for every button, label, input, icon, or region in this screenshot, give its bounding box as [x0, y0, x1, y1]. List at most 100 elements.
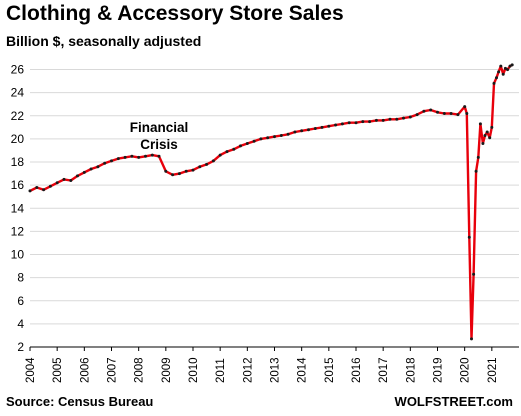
data-point	[313, 127, 317, 130]
data-point	[501, 72, 505, 76]
x-tick-label-2015: 2015	[324, 357, 336, 383]
data-point	[488, 136, 492, 140]
x-tick-label-2011: 2011	[215, 358, 227, 383]
y-tick-label-24: 24	[11, 86, 25, 100]
data-point	[402, 116, 405, 120]
data-point	[327, 124, 331, 128]
data-point	[69, 179, 73, 182]
data-point	[470, 337, 473, 341]
data-point	[374, 118, 378, 122]
data-point	[422, 109, 426, 113]
data-point	[506, 68, 510, 72]
y-tick-label-18: 18	[11, 155, 25, 169]
data-point	[381, 118, 385, 122]
x-tick-label-2005: 2005	[52, 357, 64, 383]
series-sales	[28, 63, 514, 341]
data-point	[388, 117, 392, 121]
data-point	[144, 154, 147, 158]
x-tick-label-2004: 2004	[25, 357, 37, 383]
data-point	[497, 70, 501, 74]
data-point	[320, 125, 324, 129]
x-tick-label-2014: 2014	[297, 357, 309, 383]
data-point	[463, 105, 467, 109]
y-tick-label-10: 10	[11, 248, 25, 262]
data-point	[490, 125, 494, 129]
x-tick-label-2008: 2008	[134, 357, 146, 383]
data-point	[205, 162, 209, 166]
data-point	[164, 169, 168, 173]
data-point	[42, 188, 46, 192]
y-tick-label-8: 8	[17, 271, 24, 285]
x-tick-label-2016: 2016	[351, 357, 363, 383]
data-point	[368, 120, 372, 124]
data-point	[472, 272, 476, 276]
data-point	[395, 117, 399, 121]
y-tick-label-2: 2	[17, 340, 24, 354]
x-tick-label-2006: 2006	[79, 357, 91, 383]
data-point	[177, 172, 181, 176]
data-point	[474, 169, 478, 173]
brand-credit: WOLFSTREET.com	[394, 394, 513, 409]
data-point	[510, 63, 514, 67]
data-point	[48, 184, 52, 188]
data-point	[191, 168, 195, 172]
data-point	[334, 123, 338, 127]
data-point	[157, 154, 161, 158]
data-point	[137, 155, 141, 159]
gridlines	[30, 69, 519, 348]
data-point	[442, 112, 446, 115]
y-tick-label-26: 26	[11, 63, 25, 77]
y-tick-label-16: 16	[11, 178, 25, 192]
data-point	[476, 155, 480, 159]
series-line-0	[28, 63, 514, 341]
data-point	[171, 173, 175, 177]
x-tick-label-2019: 2019	[433, 357, 445, 383]
data-point	[408, 115, 412, 119]
y-tick-label-6: 6	[17, 294, 24, 308]
x-tick-label-2009: 2009	[161, 357, 173, 383]
data-point	[415, 113, 419, 117]
x-tick-label-2007: 2007	[107, 357, 119, 383]
data-point	[508, 64, 512, 68]
x-tick-label-2013: 2013	[270, 357, 282, 383]
data-point	[218, 153, 222, 157]
chart-title: Clothing & Accessory Store Sales	[6, 2, 344, 25]
data-point	[110, 159, 113, 163]
data-point	[499, 64, 503, 68]
data-point	[252, 139, 256, 143]
x-tick-label-2020: 2020	[460, 357, 472, 383]
data-point	[340, 122, 344, 126]
x-tick-label-2018: 2018	[405, 357, 417, 383]
annotations: Financial Crisis	[130, 120, 189, 152]
y-tick-label-12: 12	[11, 224, 25, 238]
data-point	[245, 142, 249, 145]
data-point	[485, 130, 489, 134]
data-point	[150, 153, 154, 157]
x-tick-label-2017: 2017	[378, 357, 390, 383]
data-point	[55, 181, 59, 185]
data-point	[89, 167, 93, 171]
axes	[29, 346, 519, 351]
data-point	[35, 186, 39, 189]
data-point	[465, 112, 469, 115]
data-point	[62, 177, 66, 181]
y-tick-label-4: 4	[17, 317, 24, 331]
data-point	[307, 128, 310, 132]
data-point	[239, 144, 242, 148]
data-point	[481, 142, 485, 145]
data-point	[286, 132, 290, 136]
data-point	[456, 113, 460, 117]
data-point	[429, 108, 433, 112]
data-point	[354, 121, 358, 125]
data-point	[361, 120, 365, 124]
source-credit: Source: Census Bureau	[6, 394, 154, 409]
data-point	[503, 66, 507, 70]
y-tick-label-22: 22	[11, 109, 25, 123]
data-point	[467, 235, 471, 239]
data-point	[347, 121, 351, 125]
data-point	[211, 159, 215, 163]
data-point	[449, 112, 453, 115]
data-point	[300, 129, 304, 133]
data-point	[495, 76, 498, 80]
